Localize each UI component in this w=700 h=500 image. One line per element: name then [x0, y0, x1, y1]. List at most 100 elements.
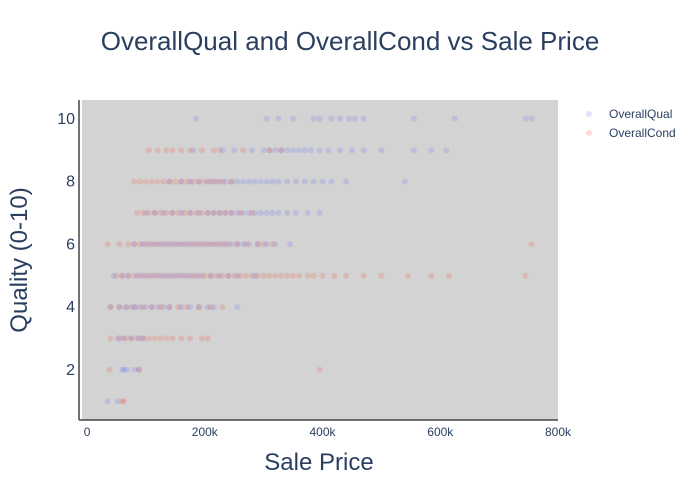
point-overallqual[interactable]: [272, 241, 279, 248]
point-overallqual[interactable]: [248, 147, 255, 154]
point-overallqual[interactable]: [154, 304, 161, 311]
point-overallqual[interactable]: [151, 241, 158, 248]
point-overallcond[interactable]: [198, 335, 205, 342]
point-overallqual[interactable]: [216, 178, 223, 185]
point-overallcond[interactable]: [131, 304, 138, 311]
point-overallqual[interactable]: [140, 241, 146, 248]
point-overallqual[interactable]: [228, 209, 235, 216]
point-overallcond[interactable]: [272, 272, 279, 279]
point-overallcond[interactable]: [195, 304, 202, 311]
point-overallqual[interactable]: [169, 241, 176, 248]
point-overallqual[interactable]: [178, 304, 185, 311]
point-overallqual[interactable]: [301, 147, 308, 154]
point-overallqual[interactable]: [319, 178, 326, 185]
point-overallcond[interactable]: [163, 209, 170, 216]
point-overallqual[interactable]: [234, 241, 241, 248]
point-overallqual[interactable]: [349, 147, 355, 154]
point-overallqual[interactable]: [310, 178, 317, 185]
point-overallcond[interactable]: [193, 209, 199, 216]
point-overallcond[interactable]: [166, 304, 173, 311]
point-overallcond[interactable]: [378, 272, 385, 279]
point-overallqual[interactable]: [307, 147, 314, 154]
point-overallqual[interactable]: [284, 178, 291, 185]
point-overallqual[interactable]: [122, 304, 129, 311]
point-overallcond[interactable]: [190, 178, 196, 185]
point-overallcond[interactable]: [140, 209, 146, 216]
point-overallcond[interactable]: [142, 178, 149, 185]
point-overallcond[interactable]: [184, 304, 191, 311]
point-overallqual[interactable]: [346, 115, 352, 122]
point-overallqual[interactable]: [240, 241, 247, 248]
point-overallcond[interactable]: [178, 335, 185, 342]
point-overallcond[interactable]: [404, 272, 411, 279]
point-overallqual[interactable]: [263, 115, 270, 122]
point-overallqual[interactable]: [204, 304, 211, 311]
point-overallcond[interactable]: [181, 209, 188, 216]
point-overallqual[interactable]: [337, 115, 344, 122]
point-overallqual[interactable]: [169, 209, 176, 216]
point-overallcond[interactable]: [222, 209, 229, 216]
point-overallcond[interactable]: [172, 241, 179, 248]
point-overallcond[interactable]: [278, 272, 285, 279]
point-overallqual[interactable]: [125, 272, 132, 279]
point-overallcond[interactable]: [104, 241, 111, 248]
point-overallcond[interactable]: [187, 209, 194, 216]
point-overallqual[interactable]: [175, 241, 182, 248]
point-overallqual[interactable]: [151, 209, 158, 216]
point-overallqual[interactable]: [142, 209, 149, 216]
point-overallcond[interactable]: [284, 272, 291, 279]
point-overallcond[interactable]: [201, 272, 208, 279]
point-overallqual[interactable]: [107, 304, 114, 311]
point-overallcond[interactable]: [243, 272, 249, 279]
point-overallqual[interactable]: [452, 115, 458, 122]
point-overallcond[interactable]: [184, 241, 191, 248]
point-overallqual[interactable]: [316, 115, 323, 122]
point-overallqual[interactable]: [145, 272, 152, 279]
point-overallcond[interactable]: [190, 272, 196, 279]
point-overallqual[interactable]: [160, 304, 167, 311]
point-overallcond[interactable]: [140, 335, 146, 342]
point-overallqual[interactable]: [210, 178, 217, 185]
point-overallcond[interactable]: [228, 178, 235, 185]
point-overallcond[interactable]: [207, 304, 214, 311]
point-overallcond[interactable]: [219, 241, 226, 248]
point-overallcond[interactable]: [160, 272, 167, 279]
point-overallqual[interactable]: [190, 147, 196, 154]
point-overallcond[interactable]: [148, 178, 155, 185]
point-overallcond[interactable]: [142, 272, 149, 279]
point-overallqual[interactable]: [378, 147, 385, 154]
point-overallqual[interactable]: [195, 178, 202, 185]
point-overallcond[interactable]: [219, 178, 226, 185]
point-overallqual[interactable]: [234, 178, 241, 185]
point-overallcond[interactable]: [260, 241, 267, 248]
point-overallcond[interactable]: [210, 147, 217, 154]
point-overallqual[interactable]: [443, 147, 450, 154]
point-overallqual[interactable]: [131, 366, 138, 373]
point-overallqual[interactable]: [337, 147, 344, 154]
point-overallcond[interactable]: [234, 241, 241, 248]
point-overallcond[interactable]: [116, 304, 123, 311]
point-overallqual[interactable]: [195, 304, 202, 311]
point-overallcond[interactable]: [169, 209, 176, 216]
point-overallqual[interactable]: [343, 178, 350, 185]
point-overallcond[interactable]: [343, 272, 350, 279]
point-overallcond[interactable]: [201, 178, 208, 185]
point-overallcond[interactable]: [140, 304, 146, 311]
point-overallcond[interactable]: [131, 178, 138, 185]
point-overallcond[interactable]: [166, 178, 173, 185]
point-overallcond[interactable]: [207, 241, 214, 248]
point-overallqual[interactable]: [296, 147, 302, 154]
point-overallqual[interactable]: [269, 178, 276, 185]
point-overallqual[interactable]: [360, 115, 367, 122]
point-overallqual[interactable]: [316, 147, 323, 154]
point-overallcond[interactable]: [163, 335, 170, 342]
point-overallcond[interactable]: [145, 335, 152, 342]
point-overallcond[interactable]: [178, 272, 185, 279]
point-overallcond[interactable]: [204, 335, 211, 342]
point-overallcond[interactable]: [125, 241, 132, 248]
point-overallqual[interactable]: [157, 241, 164, 248]
point-overallqual[interactable]: [304, 209, 311, 216]
point-overallcond[interactable]: [195, 272, 202, 279]
point-overallcond[interactable]: [207, 178, 214, 185]
point-overallqual[interactable]: [428, 147, 435, 154]
